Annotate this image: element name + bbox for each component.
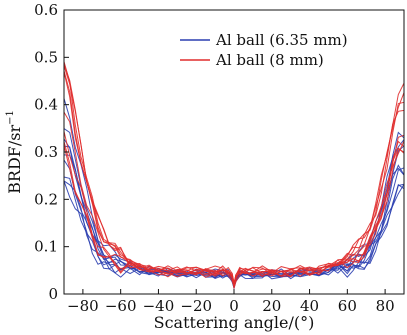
y-tick-label: 0.3: [34, 143, 58, 161]
y-tick-label: 0: [48, 285, 58, 303]
y-tick-label: 0.1: [34, 238, 58, 256]
x-axis-ticks: −80 −60 −40 −20 0 20 40 60 80: [67, 289, 395, 315]
x-tick-label: −40: [143, 297, 175, 315]
y-axis-label-main: BRDF/sr: [5, 125, 24, 194]
y-tick-label: 0.6: [34, 1, 58, 19]
x-tick-label: 60: [338, 297, 357, 315]
series-line: [63, 154, 405, 289]
plot-lines: [63, 61, 405, 291]
y-tick-label: 0.2: [34, 190, 58, 208]
x-tick-label: 40: [300, 297, 319, 315]
x-tick-label: 0: [229, 297, 239, 315]
y-axis-label-superscript: −1: [5, 110, 16, 125]
legend-label-8mm: Al ball (8 mm): [215, 51, 324, 69]
x-tick-label: −60: [105, 297, 137, 315]
x-tick-label: 80: [376, 297, 395, 315]
x-tick-label: −80: [67, 297, 99, 315]
y-tick-label: 0.4: [34, 96, 58, 114]
y-tick-label: 0.5: [34, 48, 58, 66]
series-line: [63, 71, 405, 285]
y-axis-ticks: 0 0.1 0.2 0.3 0.4 0.5 0.6: [34, 1, 69, 303]
x-tick-label: 20: [262, 297, 281, 315]
y-axis-label: BRDF/sr−1: [5, 110, 24, 194]
x-tick-label: −20: [180, 297, 212, 315]
series-line: [63, 109, 405, 289]
series-line: [63, 65, 405, 289]
series-line: [63, 63, 405, 288]
legend: Al ball (6.35 mm) Al ball (8 mm): [180, 31, 348, 69]
x-axis-label: Scattering angle/(°): [154, 313, 315, 332]
legend-label-6-35mm: Al ball (6.35 mm): [215, 31, 348, 49]
